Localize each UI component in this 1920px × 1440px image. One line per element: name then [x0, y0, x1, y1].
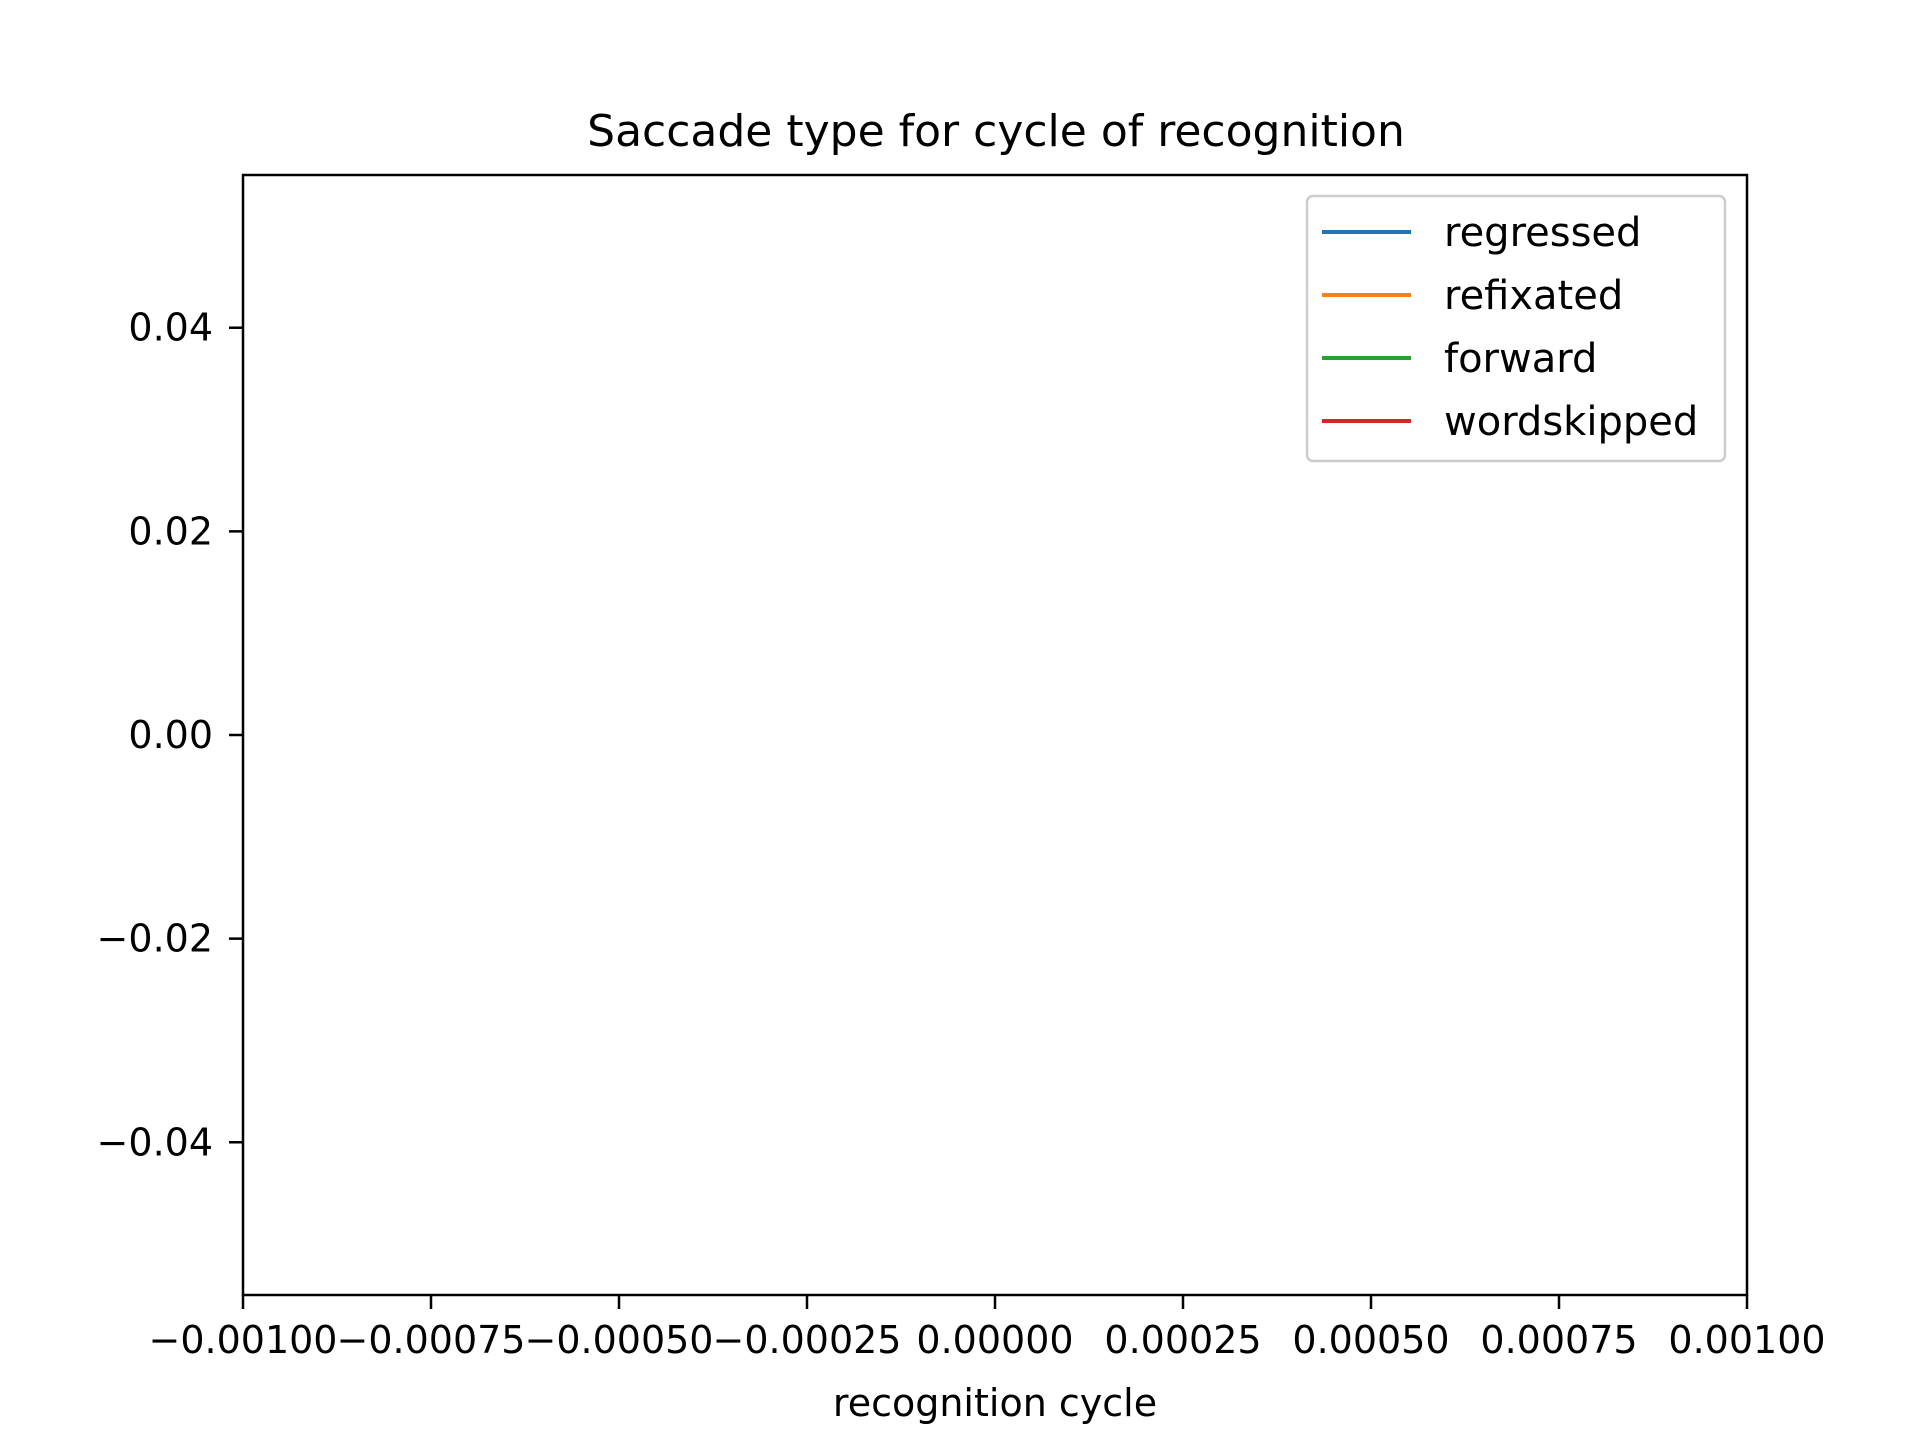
- x-tick-label: −0.00025: [713, 1318, 902, 1362]
- legend-label-forward: forward: [1444, 336, 1597, 382]
- y-tick-label: 0.02: [128, 509, 213, 553]
- legend-label-regressed: regressed: [1444, 210, 1641, 256]
- x-tick-label: −0.00075: [337, 1318, 526, 1362]
- legend: regressed refixated forward wordskipped: [1305, 194, 1727, 463]
- x-tick-label: 0.00000: [916, 1318, 1073, 1362]
- x-axis-label: recognition cycle: [833, 1381, 1157, 1425]
- y-axis: 0.04 0.02 0.00 −0.02 −0.04: [97, 306, 243, 1164]
- y-tick-label: 0.04: [128, 306, 213, 350]
- x-tick-label: 0.00025: [1104, 1318, 1261, 1362]
- x-tick-label: 0.00050: [1292, 1318, 1449, 1362]
- legend-box: [1305, 194, 1727, 463]
- legend-label-wordskipped: wordskipped: [1444, 399, 1698, 445]
- y-tick-label: −0.04: [97, 1120, 213, 1164]
- y-tick-label: −0.02: [97, 917, 213, 961]
- legend-label-refixated: refixated: [1444, 273, 1623, 319]
- x-tick-label: −0.00050: [525, 1318, 714, 1362]
- x-tick-label: 0.00100: [1668, 1318, 1825, 1362]
- x-tick-label: 0.00075: [1480, 1318, 1637, 1362]
- y-tick-label: 0.00: [128, 713, 213, 757]
- x-axis: −0.00100 −0.00075 −0.00050 −0.00025 0.00000 0…: [149, 1295, 1826, 1362]
- x-tick-label: −0.00100: [149, 1318, 338, 1362]
- chart-title: Saccade type for cycle of recognition: [587, 106, 1405, 157]
